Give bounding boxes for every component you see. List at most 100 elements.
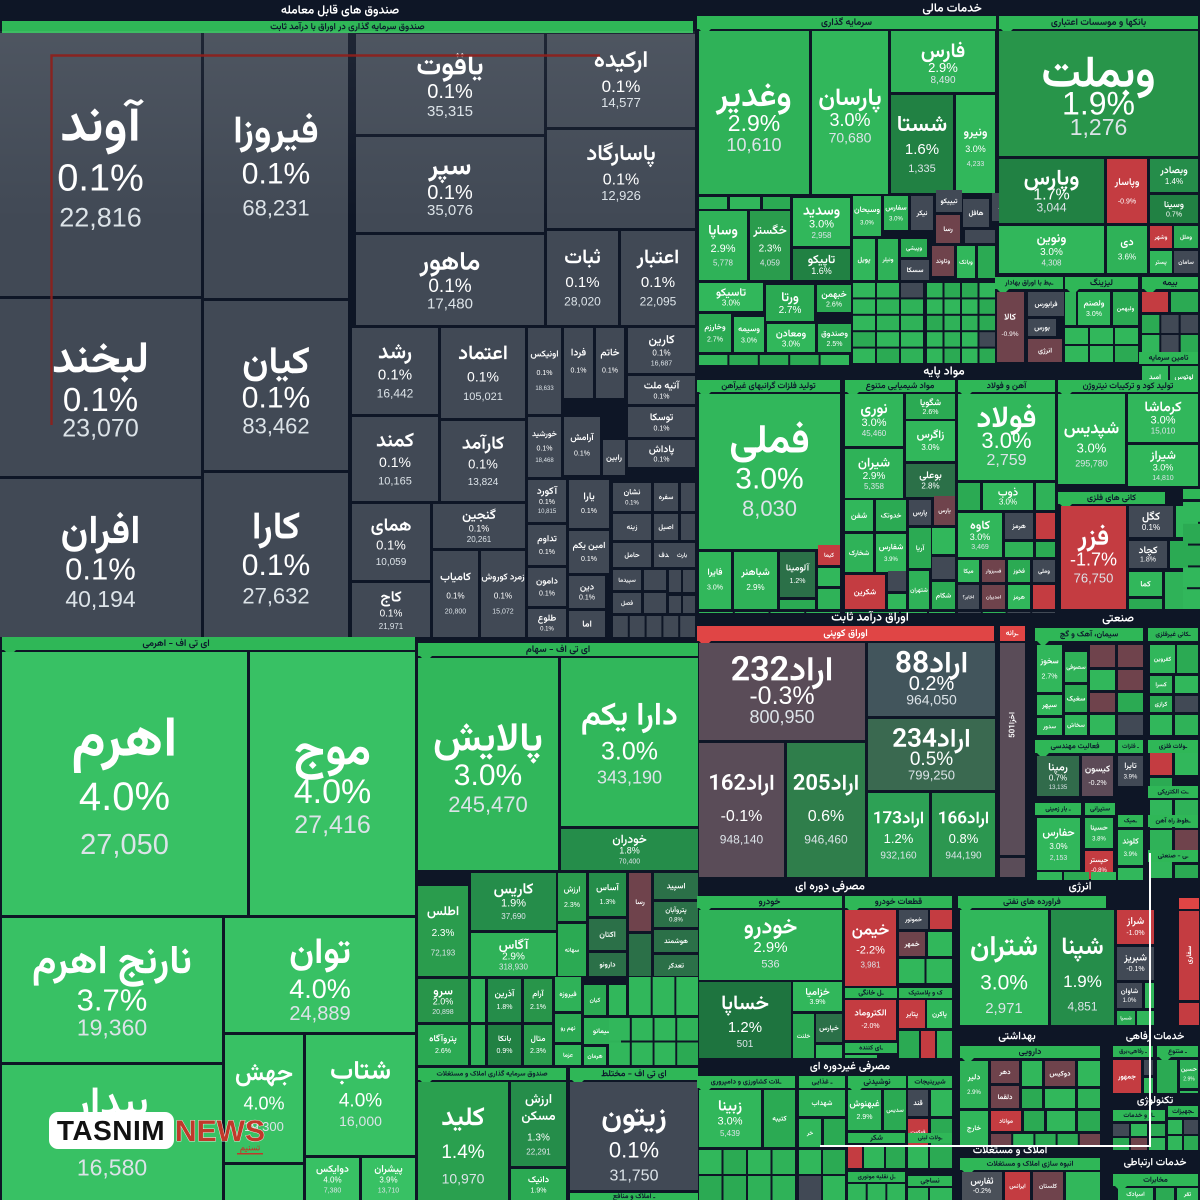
svg-text:13,135: 13,135 xyxy=(1049,785,1068,791)
svg-text:536: 536 xyxy=(761,959,779,971)
svg-text:0.1%: 0.1% xyxy=(602,367,618,374)
svg-text:1.9%: 1.9% xyxy=(531,1188,547,1195)
svg-text:4.0%: 4.0% xyxy=(294,773,372,811)
svg-text:31,750: 31,750 xyxy=(610,1167,659,1184)
svg-text:0.1%: 0.1% xyxy=(571,367,587,374)
svg-text:2.9%: 2.9% xyxy=(710,243,735,255)
svg-text:2.9%: 2.9% xyxy=(857,1114,873,1121)
svg-text:3.0%: 3.0% xyxy=(970,532,991,542)
svg-text:105,021: 105,021 xyxy=(463,391,503,403)
svg-text:5,439: 5,439 xyxy=(720,1129,741,1138)
svg-text:3.9%: 3.9% xyxy=(1124,774,1138,780)
svg-text:0.1%: 0.1% xyxy=(494,591,512,600)
svg-text:3,981: 3,981 xyxy=(860,960,881,969)
svg-text:0.1%: 0.1% xyxy=(380,609,403,620)
svg-text:0.1%: 0.1% xyxy=(379,454,411,470)
svg-text:4.0%: 4.0% xyxy=(289,974,351,1004)
svg-text:3.9%: 3.9% xyxy=(1124,852,1138,858)
svg-text:1.9%: 1.9% xyxy=(1062,85,1135,121)
svg-text:1.9%: 1.9% xyxy=(501,897,526,909)
svg-text:-1.0%: -1.0% xyxy=(1126,930,1144,937)
svg-text:10,610: 10,610 xyxy=(726,135,781,155)
svg-text:8,030: 8,030 xyxy=(742,496,797,521)
svg-text:0.1%: 0.1% xyxy=(428,276,471,297)
svg-text:3.0%: 3.0% xyxy=(707,585,723,592)
svg-text:0.2%: 0.2% xyxy=(909,673,955,695)
svg-text:3.0%: 3.0% xyxy=(1040,247,1063,258)
svg-text:15,072: 15,072 xyxy=(492,609,514,616)
svg-text:13,824: 13,824 xyxy=(468,477,499,488)
svg-text:3.0%: 3.0% xyxy=(921,443,939,452)
svg-text:3.0%: 3.0% xyxy=(717,1116,742,1128)
svg-text:0.1%: 0.1% xyxy=(63,381,138,418)
svg-text:2.5%: 2.5% xyxy=(827,341,843,348)
svg-text:3.0%: 3.0% xyxy=(735,463,803,496)
svg-text:3.0%: 3.0% xyxy=(1153,463,1174,473)
svg-text:799,250: 799,250 xyxy=(908,768,955,783)
svg-text:3.0%: 3.0% xyxy=(829,110,870,130)
svg-text:2.7%: 2.7% xyxy=(779,305,802,316)
svg-text:2.7%: 2.7% xyxy=(707,337,723,344)
svg-text:2.6%: 2.6% xyxy=(435,1048,451,1055)
svg-text:0.1%: 0.1% xyxy=(641,274,675,291)
svg-text:0.1%: 0.1% xyxy=(242,382,310,415)
svg-text:8,490: 8,490 xyxy=(930,75,955,86)
svg-text:14,810: 14,810 xyxy=(1152,475,1174,482)
svg-text:-0.1%: -0.1% xyxy=(1126,966,1144,973)
svg-text:0.1%: 0.1% xyxy=(565,274,599,291)
svg-text:70,680: 70,680 xyxy=(829,130,872,146)
svg-text:2.9%: 2.9% xyxy=(753,939,787,956)
svg-text:3.7%: 3.7% xyxy=(77,983,148,1018)
svg-text:-0.3%: -0.3% xyxy=(749,682,814,710)
svg-text:72,193: 72,193 xyxy=(431,948,456,957)
svg-text:3.8%: 3.8% xyxy=(1092,836,1106,842)
svg-text:0.1%: 0.1% xyxy=(654,456,670,463)
svg-text:2.9%: 2.9% xyxy=(502,952,525,963)
svg-text:2,958: 2,958 xyxy=(811,231,832,240)
svg-text:3.0%: 3.0% xyxy=(860,220,874,226)
svg-text:0.1%: 0.1% xyxy=(581,508,597,515)
svg-text:2,971: 2,971 xyxy=(985,1000,1023,1017)
svg-text:1.2%: 1.2% xyxy=(728,1019,762,1036)
svg-text:0.1%: 0.1% xyxy=(579,595,595,602)
svg-text:21,971: 21,971 xyxy=(379,622,404,631)
svg-text:0.1%: 0.1% xyxy=(625,501,639,507)
svg-text:0.1%: 0.1% xyxy=(540,627,554,633)
svg-text:295,780: 295,780 xyxy=(1075,458,1108,468)
svg-text:1.8%: 1.8% xyxy=(497,1004,513,1011)
svg-text:16,687: 16,687 xyxy=(651,361,673,368)
svg-text:-2.0%: -2.0% xyxy=(861,1023,879,1030)
svg-text:3.0%: 3.0% xyxy=(981,428,1031,453)
svg-text:16,442: 16,442 xyxy=(377,386,414,400)
svg-text:1.4%: 1.4% xyxy=(1165,177,1183,186)
svg-text:0.1%: 0.1% xyxy=(581,556,597,563)
svg-text:932,160: 932,160 xyxy=(880,851,917,862)
svg-text:45,460: 45,460 xyxy=(862,429,887,438)
svg-text:0.1%: 0.1% xyxy=(539,549,555,556)
svg-text:2.9%: 2.9% xyxy=(863,471,886,482)
svg-text:10,815: 10,815 xyxy=(538,509,557,515)
svg-text:0.8%: 0.8% xyxy=(669,918,683,924)
svg-text:1.2%: 1.2% xyxy=(790,578,806,585)
svg-text:1.6%: 1.6% xyxy=(905,141,939,158)
svg-text:16,580: 16,580 xyxy=(77,1154,147,1180)
svg-text:0.1%: 0.1% xyxy=(539,591,555,598)
svg-text:5,358: 5,358 xyxy=(864,482,885,491)
svg-text:19,360: 19,360 xyxy=(77,1014,147,1040)
svg-text:1.8%: 1.8% xyxy=(1140,557,1156,564)
svg-text:37,690: 37,690 xyxy=(501,912,526,921)
svg-text:1.0%: 1.0% xyxy=(1123,998,1137,1004)
svg-text:0.7%: 0.7% xyxy=(1049,773,1067,782)
svg-text:27,416: 27,416 xyxy=(294,811,370,839)
svg-text:27,632: 27,632 xyxy=(242,584,309,609)
svg-text:0.1%: 0.1% xyxy=(378,367,412,384)
svg-text:2,153: 2,153 xyxy=(1050,855,1068,862)
svg-text:0.1%: 0.1% xyxy=(446,591,464,600)
svg-text:0.7%: 0.7% xyxy=(1166,211,1182,218)
svg-text:2.3%: 2.3% xyxy=(530,1048,546,1055)
svg-text:0.1%: 0.1% xyxy=(469,523,490,533)
svg-text:0.1%: 0.1% xyxy=(654,425,670,432)
svg-text:964,050: 964,050 xyxy=(906,692,957,708)
svg-text:7,380: 7,380 xyxy=(324,1187,342,1194)
svg-text:3.0%: 3.0% xyxy=(980,972,1028,995)
